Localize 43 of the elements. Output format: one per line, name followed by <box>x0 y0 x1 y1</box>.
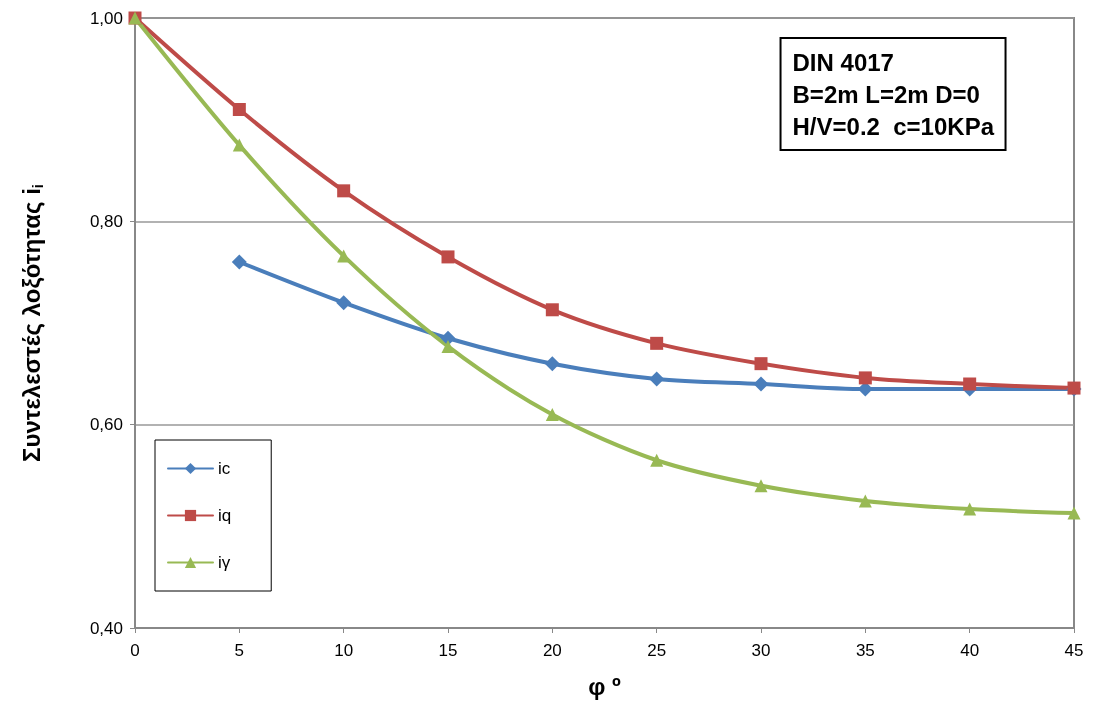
y-tick-label: 1,00 <box>89 8 123 28</box>
x-tick-label: 15 <box>438 641 458 660</box>
point <box>858 494 872 508</box>
point <box>753 376 769 392</box>
x-tick-label: 30 <box>751 641 771 660</box>
point <box>649 371 665 387</box>
legend-label: iγ <box>218 553 231 572</box>
point <box>231 254 247 270</box>
point <box>963 502 977 516</box>
legend-label: ic <box>218 459 231 478</box>
point <box>754 357 768 371</box>
point <box>336 295 352 311</box>
point <box>441 250 455 264</box>
x-axis-title: φ º <box>588 672 622 700</box>
x-tick-label: 35 <box>855 641 875 660</box>
point <box>1067 506 1081 520</box>
y-tick-label: 0,40 <box>89 618 123 638</box>
point <box>441 339 455 353</box>
legend-label: iq <box>218 506 232 525</box>
point <box>650 453 664 467</box>
point <box>545 303 559 317</box>
point <box>650 336 664 350</box>
point <box>963 377 977 391</box>
x-tick-label: 25 <box>647 641 667 660</box>
x-tick-label: 5 <box>234 641 245 660</box>
point <box>754 479 768 493</box>
x-tick-label: 45 <box>1064 641 1084 660</box>
annotation: DIN 4017 <box>792 48 894 76</box>
point <box>858 371 872 385</box>
x-tick-label: 40 <box>960 641 980 660</box>
y-tick-label: 0,80 <box>89 211 123 231</box>
point <box>232 138 246 152</box>
y-axis-title: Συντελεστές λοξότητας ii <box>18 184 46 462</box>
annotation: B=2m L=2m D=0 <box>792 80 980 108</box>
point <box>545 408 559 421</box>
x-tick-label: 10 <box>334 641 354 660</box>
annotation: H/V=0.2 c=10KPa <box>792 112 995 140</box>
point <box>232 103 246 116</box>
x-tick-label: 0 <box>130 641 140 660</box>
point <box>544 356 560 372</box>
point <box>337 184 351 198</box>
y-tick-label: 0,60 <box>89 415 123 435</box>
x-tick-label: 20 <box>542 641 562 660</box>
